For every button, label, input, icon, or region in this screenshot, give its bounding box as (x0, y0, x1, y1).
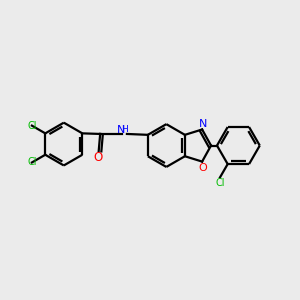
Text: Cl: Cl (27, 158, 37, 167)
Text: H: H (121, 125, 128, 134)
Text: Cl: Cl (215, 178, 225, 188)
Text: N: N (117, 125, 125, 135)
Text: O: O (199, 163, 207, 172)
Text: O: O (94, 151, 103, 164)
Text: N: N (199, 118, 207, 128)
Text: Cl: Cl (27, 121, 37, 130)
